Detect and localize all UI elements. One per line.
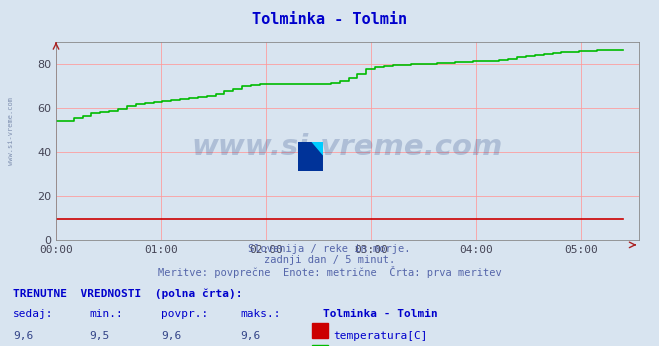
Text: 9,6: 9,6 xyxy=(161,331,182,341)
Polygon shape xyxy=(310,142,323,156)
Polygon shape xyxy=(298,142,323,171)
Text: www.si-vreme.com: www.si-vreme.com xyxy=(8,98,14,165)
Bar xyxy=(312,345,328,346)
Text: Tolminka - Tolmin: Tolminka - Tolmin xyxy=(252,12,407,27)
Text: Slovenija / reke in morje.: Slovenija / reke in morje. xyxy=(248,244,411,254)
Text: 9,5: 9,5 xyxy=(89,331,109,341)
Polygon shape xyxy=(298,142,310,156)
Text: sedaj:: sedaj: xyxy=(13,309,53,319)
Text: maks.:: maks.: xyxy=(241,309,281,319)
Text: 9,6: 9,6 xyxy=(13,331,34,341)
Text: min.:: min.: xyxy=(89,309,123,319)
Text: temperatura[C]: temperatura[C] xyxy=(333,331,427,341)
Text: povpr.:: povpr.: xyxy=(161,309,209,319)
Text: TRENUTNE  VREDNOSTI  (polna črta):: TRENUTNE VREDNOSTI (polna črta): xyxy=(13,289,243,299)
Text: Tolminka - Tolmin: Tolminka - Tolmin xyxy=(323,309,438,319)
Text: Meritve: povprečne  Enote: metrične  Črta: prva meritev: Meritve: povprečne Enote: metrične Črta:… xyxy=(158,266,501,278)
Text: www.si-vreme.com: www.si-vreme.com xyxy=(192,133,503,161)
Bar xyxy=(312,323,328,338)
Text: 9,6: 9,6 xyxy=(241,331,261,341)
Text: zadnji dan / 5 minut.: zadnji dan / 5 minut. xyxy=(264,255,395,265)
